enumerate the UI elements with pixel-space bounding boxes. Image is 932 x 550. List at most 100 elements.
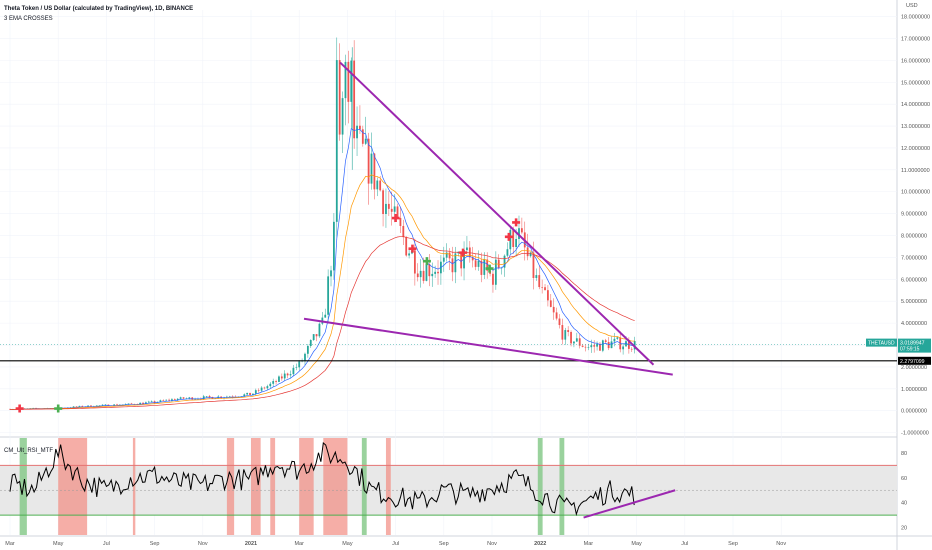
time-tick-label: Mar <box>294 541 304 547</box>
candle-body <box>581 345 584 347</box>
ema-cross-up-marker <box>422 257 431 266</box>
candle-body <box>529 252 532 257</box>
candle-body <box>509 229 512 250</box>
time-tick-label: Mar <box>584 541 594 547</box>
candle-body <box>191 397 194 400</box>
ema-cross-down-marker <box>391 214 400 223</box>
chart-title: Theta Token / US Dollar (calculated by T… <box>4 6 194 12</box>
ema-cross-up-marker <box>54 404 63 413</box>
candle-body <box>599 343 601 351</box>
candle-body <box>364 138 367 144</box>
ema-cross-down-marker <box>512 218 521 227</box>
candle-body <box>260 387 263 391</box>
candle-body <box>330 270 332 277</box>
candle-body <box>448 252 451 259</box>
time-tick-label: Nov <box>198 541 208 547</box>
candle-body <box>104 404 107 406</box>
candle-body <box>208 396 211 397</box>
candle-body <box>359 125 361 130</box>
ema-cross-up-marker <box>485 264 494 273</box>
candle-body <box>477 260 480 267</box>
price-tick-label: 14.0000000 <box>901 102 930 108</box>
candle-body <box>90 405 92 407</box>
rsi-tick-label: 60 <box>901 476 907 482</box>
rsi-oversold-highlight <box>537 438 543 535</box>
rsi-overbought-highlight <box>385 438 391 535</box>
candle-body <box>616 337 619 339</box>
candle-body <box>382 190 384 215</box>
candle-body <box>356 125 358 139</box>
candle-body <box>318 323 321 337</box>
symbol-tag-bg <box>866 338 897 347</box>
ema-cross-down-marker <box>459 248 468 257</box>
candle-body <box>408 253 410 256</box>
candle-body <box>627 341 630 349</box>
candle-body <box>324 314 327 318</box>
time-tick-label: Sep <box>150 541 160 547</box>
price-tick-label: 8.0000000 <box>901 234 927 240</box>
price-tick-label: 9.0000000 <box>901 212 927 218</box>
candle-body <box>173 399 176 401</box>
price-tick-label: 13.0000000 <box>901 124 930 130</box>
candle-body <box>547 290 549 301</box>
candle-body <box>283 373 286 379</box>
candle-body <box>483 259 486 275</box>
candle-body <box>512 229 515 247</box>
candle-body <box>454 253 457 273</box>
candle-body <box>309 340 312 347</box>
candle-body <box>471 257 474 261</box>
candle-body <box>425 264 428 281</box>
candle-body <box>278 376 280 382</box>
rsi-overbought-highlight <box>132 438 136 535</box>
candle-body <box>503 255 506 268</box>
time-tick-label: 2021 <box>245 541 257 547</box>
candle-body <box>347 61 350 102</box>
candle-body <box>535 275 538 279</box>
candle-body <box>344 61 347 99</box>
candle-body <box>87 405 89 407</box>
price-tick-label: 12.0000000 <box>901 146 930 152</box>
rsi-line <box>9 441 635 517</box>
candle-body <box>289 374 292 376</box>
candle-body <box>162 400 165 401</box>
support-level-tag-bg <box>898 356 931 365</box>
rsi-panel-label: CM_Ult_RSI_MTF <box>4 448 54 454</box>
candle-body <box>246 392 249 395</box>
candle-body <box>315 334 318 337</box>
candle-body <box>75 406 78 408</box>
price-tick-label: 15.0000000 <box>901 80 930 86</box>
candle-body <box>532 252 535 279</box>
last-price-tag: 3.0189947 <box>900 341 925 347</box>
candle-body <box>515 238 517 247</box>
candle-body <box>573 341 575 344</box>
rsi-overbought-highlight <box>226 438 235 535</box>
candle-body <box>298 361 301 368</box>
candle-body <box>150 401 153 402</box>
candle-body <box>468 247 471 258</box>
rsi-tick-label: 80 <box>901 451 907 457</box>
candle-body <box>520 228 523 233</box>
time-tick-label: Jul <box>681 541 688 547</box>
candle-body <box>275 381 277 382</box>
time-tick-label: May <box>53 541 64 547</box>
candle-body <box>431 273 434 277</box>
time-tick-label: Nov <box>776 541 786 547</box>
candle-body <box>376 180 379 190</box>
price-tick-label: 4.0000000 <box>901 321 927 327</box>
candle-body <box>159 400 162 402</box>
candle-body <box>286 373 289 376</box>
candle-body <box>249 392 251 396</box>
time-tick-label: Mar <box>5 541 15 547</box>
candle-body <box>254 390 257 394</box>
rsi-overbought-highlight <box>299 438 314 535</box>
ema-cross-down-marker <box>408 244 417 253</box>
candle-body <box>116 404 118 406</box>
ema-cross-down-marker <box>15 404 24 413</box>
candle-body <box>72 406 75 408</box>
price-tick-label: 5.0000000 <box>901 299 927 305</box>
candle-body <box>304 353 306 361</box>
candle-body <box>437 271 439 274</box>
candle-body <box>188 397 191 399</box>
candle-body <box>353 60 356 139</box>
candle-body <box>596 343 598 347</box>
